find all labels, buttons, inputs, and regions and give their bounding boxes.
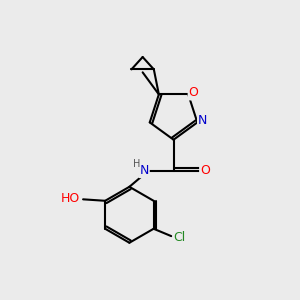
Text: N: N xyxy=(198,114,207,128)
Text: H: H xyxy=(133,159,140,169)
Text: O: O xyxy=(189,86,199,99)
Text: HO: HO xyxy=(61,192,80,205)
Text: Cl: Cl xyxy=(173,231,186,244)
Text: O: O xyxy=(200,164,210,177)
Text: N: N xyxy=(140,164,149,177)
